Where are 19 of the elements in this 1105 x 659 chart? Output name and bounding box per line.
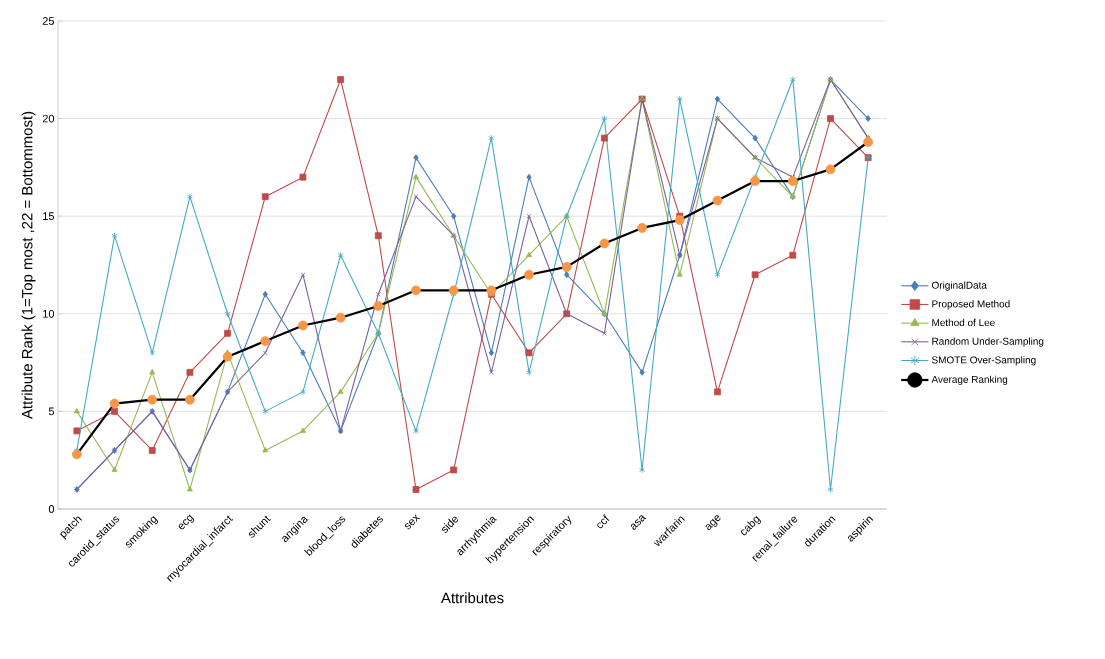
- y-tick-label: 0: [48, 505, 55, 513]
- legend-label: Average Ranking: [931, 375, 1008, 385]
- x-axis-title: Attributes: [440, 592, 504, 604]
- y-tick-label: 25: [42, 17, 55, 25]
- x-tick-label: ccf: [597, 513, 610, 529]
- legend-label: Proposed Method: [932, 300, 1010, 310]
- y-tick-label: 10: [43, 309, 55, 318]
- legend-label: SMOTE Over-Sampling: [931, 356, 1036, 366]
- legend-label: OriginalData: [932, 281, 987, 291]
- x-tick-label: side: [441, 516, 459, 533]
- y-tick-label: 20: [42, 114, 55, 123]
- x-tick-label: asa: [630, 515, 647, 530]
- x-tick-label: age: [705, 515, 721, 531]
- y-tick-label: 5: [48, 407, 55, 416]
- legend-label: Random Under-Sampling: [932, 337, 1044, 347]
- y-axis-title: Attribute Rank (1=Top most ,22 = Bottommost): [21, 111, 36, 420]
- x-tick-label: sex: [405, 514, 421, 530]
- legend-label: Method of Lee: [932, 318, 995, 327]
- y-tick-label: 15: [43, 212, 55, 221]
